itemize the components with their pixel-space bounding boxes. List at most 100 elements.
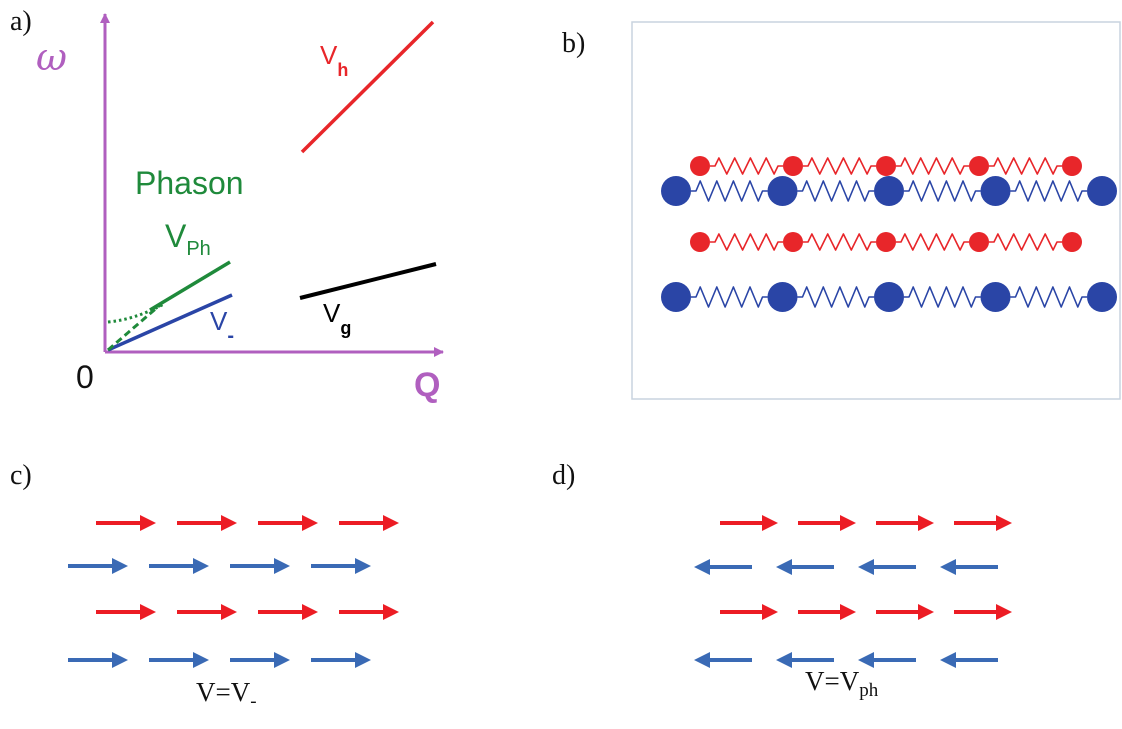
panel-a-letter: a) bbox=[10, 6, 32, 37]
red-arrow bbox=[339, 515, 399, 531]
blue-arrow bbox=[311, 652, 371, 668]
panel-d-caption: V=Vph bbox=[805, 666, 879, 701]
red-arrow bbox=[96, 515, 156, 531]
panel-b-letter: b) bbox=[562, 28, 585, 59]
vg-label: Vg bbox=[323, 298, 351, 338]
blue-arrow bbox=[68, 558, 128, 574]
spring bbox=[989, 233, 1062, 251]
panel-d: d) V=Vph bbox=[552, 460, 1012, 701]
origin-label: 0 bbox=[76, 359, 94, 395]
bead bbox=[969, 156, 989, 176]
vg-line bbox=[299, 262, 437, 300]
bead bbox=[876, 232, 896, 252]
blue-arrow bbox=[68, 652, 128, 668]
spring bbox=[691, 180, 768, 202]
blue-arrow bbox=[940, 559, 998, 575]
red-arrow bbox=[258, 515, 318, 531]
vminus-label: V- bbox=[210, 306, 234, 347]
spring bbox=[797, 180, 874, 202]
bead bbox=[1062, 156, 1082, 176]
bead bbox=[876, 156, 896, 176]
red-arrow bbox=[954, 515, 1012, 531]
blue-arrow bbox=[858, 652, 916, 668]
blue-arrow bbox=[940, 652, 998, 668]
vph-dotted-curve bbox=[107, 302, 165, 324]
panel-a: a) ω Q 0 Phason VPh Vh V- Vg bbox=[10, 6, 444, 404]
chain-row bbox=[690, 232, 1082, 252]
panel-b-frame bbox=[631, 21, 1121, 400]
bead bbox=[1087, 176, 1117, 206]
vph-line bbox=[149, 260, 231, 312]
red-arrow bbox=[798, 604, 856, 620]
blue-arrow bbox=[311, 558, 371, 574]
q-axis-label: Q bbox=[414, 366, 440, 404]
red-arrow bbox=[177, 515, 237, 531]
chain-row bbox=[661, 176, 1117, 206]
blue-arrow bbox=[694, 559, 752, 575]
spring bbox=[896, 157, 969, 175]
panel-c-caption: V=V- bbox=[196, 677, 257, 712]
bead bbox=[874, 176, 904, 206]
panel-b: b) bbox=[562, 21, 1121, 400]
blue-arrow bbox=[230, 558, 290, 574]
bead bbox=[980, 282, 1011, 312]
bead bbox=[783, 232, 803, 252]
red-arrow bbox=[96, 604, 156, 620]
chain-row bbox=[690, 156, 1082, 176]
spring bbox=[803, 157, 876, 175]
panel-d-letter: d) bbox=[552, 460, 575, 491]
vh-label: Vh bbox=[320, 40, 348, 80]
panel-c-arrows bbox=[68, 515, 399, 668]
spring bbox=[904, 180, 981, 202]
blue-arrow bbox=[230, 652, 290, 668]
spring bbox=[1010, 286, 1087, 308]
spring bbox=[710, 157, 783, 175]
spring bbox=[904, 286, 981, 308]
bead bbox=[661, 282, 691, 312]
red-arrow bbox=[876, 604, 934, 620]
bead bbox=[874, 282, 904, 312]
bead bbox=[767, 282, 798, 312]
blue-arrow bbox=[149, 558, 209, 574]
panel-d-arrows bbox=[694, 515, 1012, 668]
blue-arrow bbox=[149, 652, 209, 668]
bead bbox=[783, 156, 803, 176]
red-arrow bbox=[798, 515, 856, 531]
spring bbox=[989, 157, 1062, 175]
bead bbox=[690, 156, 710, 176]
spring bbox=[803, 233, 876, 251]
red-arrow bbox=[720, 515, 778, 531]
blue-arrow bbox=[858, 559, 916, 575]
panel-c: c) V=V- bbox=[10, 460, 399, 712]
bead-spring-chains bbox=[661, 156, 1117, 312]
blue-arrow bbox=[694, 652, 752, 668]
spring bbox=[797, 286, 874, 308]
red-arrow bbox=[720, 604, 778, 620]
bead bbox=[1087, 282, 1117, 312]
chain-row bbox=[661, 282, 1117, 312]
red-arrow bbox=[339, 604, 399, 620]
vminus-line bbox=[107, 293, 233, 352]
red-arrow bbox=[876, 515, 934, 531]
phason-label: Phason bbox=[135, 165, 244, 201]
spring bbox=[710, 233, 783, 251]
blue-arrow bbox=[776, 652, 834, 668]
blue-arrow bbox=[776, 559, 834, 575]
vh-line bbox=[300, 20, 435, 154]
bead bbox=[767, 176, 798, 206]
omega-axis-label: ω bbox=[36, 35, 67, 79]
bead bbox=[969, 232, 989, 252]
red-arrow bbox=[177, 604, 237, 620]
bead bbox=[661, 176, 691, 206]
spring bbox=[896, 233, 969, 251]
bead bbox=[1062, 232, 1082, 252]
spring bbox=[1010, 180, 1087, 202]
red-arrow bbox=[954, 604, 1012, 620]
bead bbox=[980, 176, 1011, 206]
bead bbox=[690, 232, 710, 252]
panel-c-letter: c) bbox=[10, 460, 32, 491]
red-arrow bbox=[258, 604, 318, 620]
spring bbox=[691, 286, 768, 308]
vph-dashed-line bbox=[107, 303, 161, 352]
